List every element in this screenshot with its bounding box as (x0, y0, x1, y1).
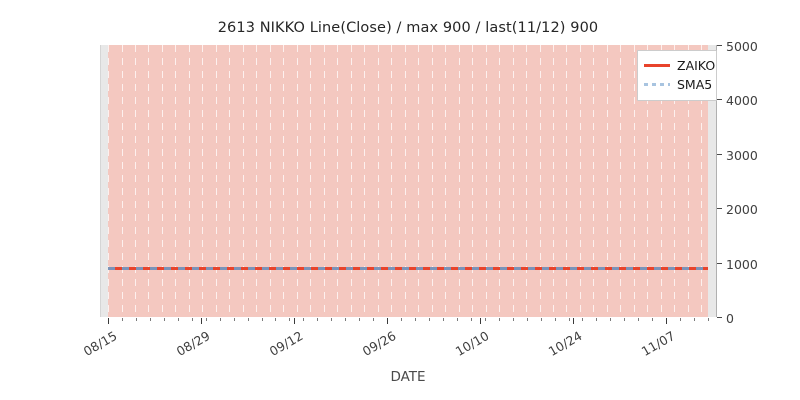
x-minor-tick (303, 318, 305, 321)
y-tick-label: 1000 (726, 256, 758, 272)
x-minor-tick (149, 318, 151, 321)
x-minor-tick (219, 318, 221, 321)
x-axis-tickmarks (100, 318, 716, 326)
x-minor-tick (596, 318, 598, 321)
y-tick-label: 2000 (726, 202, 758, 218)
x-tick-label: 08/15 (80, 328, 120, 360)
x-minor-tick (680, 318, 682, 321)
x-tick-label: 11/07 (638, 328, 678, 360)
x-major-tick (480, 318, 482, 324)
x-minor-tick (317, 318, 319, 321)
y-tick-label: 4000 (726, 93, 758, 109)
x-minor-tick (582, 318, 584, 321)
y-tick: 5000 (717, 38, 777, 54)
x-minor-tick (694, 318, 695, 321)
x-minor-tick (289, 318, 291, 321)
x-minor-tick (205, 318, 207, 321)
legend-label: SMA5 (677, 77, 713, 92)
x-minor-tick (122, 318, 123, 321)
y-tick-label: 5000 (726, 39, 758, 54)
x-minor-tick (568, 318, 570, 321)
x-major-tick (108, 318, 109, 324)
x-minor-tick (373, 318, 375, 321)
x-minor-tick (401, 318, 402, 321)
x-minor-tick (177, 318, 179, 321)
plot-area (100, 45, 716, 317)
x-minor-tick (331, 318, 333, 321)
x-minor-tick (512, 318, 514, 321)
y-tick: 1000 (717, 256, 777, 272)
x-tick-label: 10/24 (545, 328, 585, 360)
x-tick-label: 09/26 (359, 328, 399, 360)
x-minor-tick (191, 318, 193, 321)
x-minor-tick (247, 318, 249, 321)
x-minor-tick (233, 318, 235, 321)
x-minor-tick (415, 318, 416, 321)
chart-legend: ZAIKO SMA5 (637, 50, 717, 101)
x-major-tick (387, 318, 389, 324)
legend-swatch-zaiko (644, 64, 670, 67)
series-layer (100, 45, 716, 317)
series-line-sma5 (108, 266, 708, 270)
x-major-tick (201, 318, 202, 324)
x-minor-tick (261, 318, 263, 321)
x-minor-tick (554, 318, 556, 321)
x-minor-tick (470, 318, 472, 321)
legend-entry: ZAIKO (644, 56, 715, 75)
y-tick-mark (717, 317, 722, 318)
x-minor-tick (456, 318, 458, 321)
legend-entry: SMA5 (644, 75, 713, 94)
y-tick-mark (717, 262, 722, 264)
x-axis-label: DATE (390, 369, 426, 385)
y-tick-mark (717, 153, 722, 155)
y-tick-label: 3000 (726, 147, 758, 163)
x-major-tick (294, 318, 295, 324)
y-tick-mark (717, 45, 722, 46)
y-tick: 3000 (717, 147, 777, 163)
y-tick: 0 (717, 310, 777, 326)
chart-title: 2613 NIKKO Line(Close) / max 900 / last(… (217, 20, 599, 36)
y-tick-mark (717, 99, 722, 101)
x-tick-label: 10/10 (452, 328, 492, 360)
y-tick-label: 0 (726, 311, 734, 326)
right-spine (716, 45, 717, 317)
x-minor-tick (624, 318, 626, 321)
x-minor-tick (345, 318, 347, 321)
x-minor-tick (498, 318, 500, 321)
x-tick-label: 09/12 (266, 328, 306, 360)
x-minor-tick (135, 318, 137, 321)
y-tick-mark (717, 208, 722, 210)
y-tick: 4000 (717, 92, 777, 109)
x-minor-tick (540, 318, 542, 321)
x-minor-tick (163, 318, 165, 321)
legend-swatch-sma5 (644, 83, 670, 86)
x-minor-tick (442, 318, 444, 321)
x-minor-tick (652, 318, 654, 321)
x-minor-tick (708, 318, 709, 321)
x-minor-tick (638, 318, 640, 321)
x-minor-tick (610, 318, 612, 321)
x-major-tick (666, 318, 668, 324)
left-spine (100, 45, 101, 317)
x-minor-tick (275, 318, 277, 321)
x-minor-tick (484, 318, 486, 321)
x-tick-label: 08/29 (173, 328, 213, 360)
plot-background-fill (108, 45, 708, 317)
x-minor-tick (428, 318, 430, 321)
y-tick: 2000 (717, 201, 777, 218)
x-minor-tick (359, 318, 361, 321)
legend-label: ZAIKO (677, 58, 716, 73)
x-major-tick (573, 318, 575, 324)
x-minor-tick (526, 318, 528, 321)
